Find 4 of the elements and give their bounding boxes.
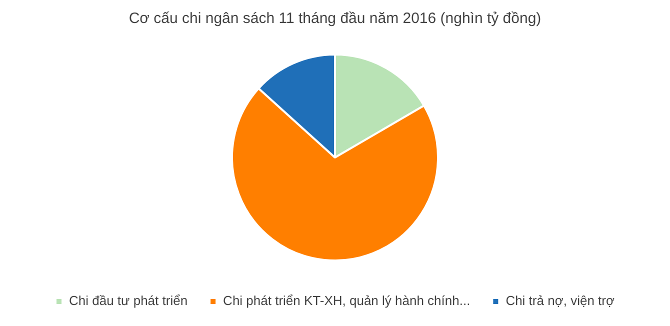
legend-label: Chi đầu tư phát triển xyxy=(69,293,188,308)
chart-title: Cơ cấu chi ngân sách 11 tháng đầu năm 2016 (nghìn tỷ đồng) xyxy=(128,10,542,28)
legend-label: Chi phát triển KT-XH, quản lý hành chính... xyxy=(223,293,470,308)
legend-label: Chi trả nợ, viện trợ xyxy=(506,293,615,308)
